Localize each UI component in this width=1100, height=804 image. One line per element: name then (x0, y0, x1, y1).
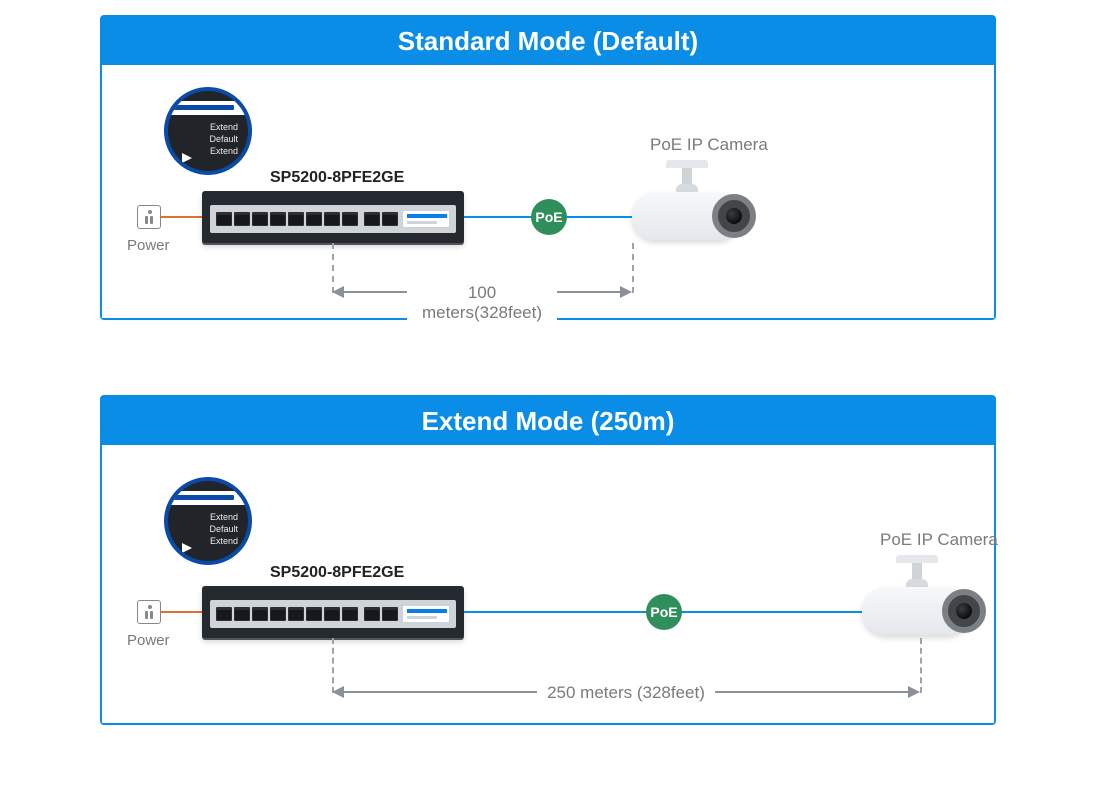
camera-label: PoE IP Camera (880, 530, 998, 550)
distance-ruler: 100 meters(328feet) (332, 283, 632, 303)
extend-mode-panel: Extend Mode (250m) Extend Default Extend… (100, 395, 996, 725)
panel-body: Extend Default Extend Power SP5200-8PFE2… (102, 65, 994, 318)
power-outlet-icon (137, 600, 161, 624)
camera-label: PoE IP Camera (650, 135, 768, 155)
switch-logo-icon (402, 605, 450, 623)
poe-badge: PoE (646, 594, 682, 630)
panel-header: Standard Mode (Default) (102, 17, 994, 65)
power-outlet-icon (137, 205, 161, 229)
mode-switch-detail-circle: Extend Default Extend (164, 87, 252, 175)
panel-header: Extend Mode (250m) (102, 397, 994, 445)
detail-label: Extend (209, 511, 238, 523)
standard-mode-panel: Standard Mode (Default) Extend Default E… (100, 15, 996, 320)
power-wire (161, 611, 203, 613)
distance-label: 250 meters (328feet) (537, 683, 715, 703)
power-label: Power (127, 632, 170, 649)
panel-title: Standard Mode (Default) (398, 26, 698, 56)
detail-label: Extend (209, 535, 238, 547)
power-label: Power (127, 237, 170, 254)
detail-label: Extend (209, 121, 238, 133)
distance-label: 100 meters(328feet) (407, 283, 557, 323)
detail-label: Extend (209, 145, 238, 157)
switch-logo-icon (402, 210, 450, 228)
poe-badge: PoE (531, 199, 567, 235)
switch-model-label: SP5200-8PFE2GE (270, 169, 404, 187)
switch-model-label: SP5200-8PFE2GE (270, 564, 404, 582)
poe-switch-icon (202, 586, 464, 638)
poe-badge-label: PoE (535, 209, 562, 225)
mode-switch-detail-circle: Extend Default Extend (164, 477, 252, 565)
poe-switch-icon (202, 191, 464, 243)
panel-title: Extend Mode (250m) (422, 406, 675, 436)
distance-ruler: 250 meters (328feet) (332, 683, 920, 703)
detail-label: Default (209, 133, 238, 145)
poe-badge-label: PoE (650, 604, 677, 620)
detail-label: Default (209, 523, 238, 535)
panel-body: Extend Default Extend Power SP5200-8PFE2… (102, 445, 994, 723)
power-wire (161, 216, 203, 218)
